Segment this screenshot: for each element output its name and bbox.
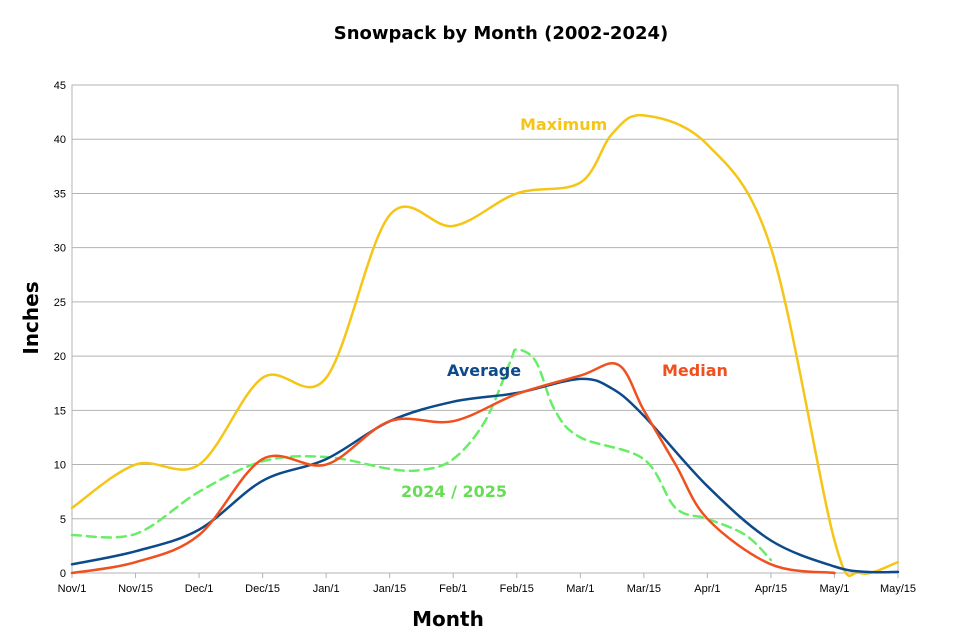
x-tick-label: Apr/1 — [694, 583, 720, 595]
y-tick-label: 0 — [60, 568, 66, 580]
y-tick-label: 45 — [54, 80, 66, 92]
x-tick-label: May/15 — [880, 583, 916, 595]
x-axis-ticks: Nov/1 Nov/15 Dec/1 Dec/15 Jan/1 Jan/15 Feb/1 Fe… — [58, 573, 916, 595]
y-tick-label: 10 — [54, 460, 66, 472]
y-tick-label: 5 — [60, 514, 66, 526]
label-2024-2025: 2024 / 2025 — [401, 482, 507, 501]
x-tick-label: Feb/15 — [500, 583, 534, 595]
series-line-maximum — [70, 113, 900, 577]
x-tick-label: Apr/15 — [755, 583, 787, 595]
chart-title: Snowpack by Month (2002-2024) — [334, 23, 669, 44]
x-tick-label: Mar/15 — [627, 583, 661, 595]
label-average: Average — [447, 361, 521, 380]
label-maximum: Maximum — [520, 115, 607, 134]
y-tick-label: 15 — [54, 405, 66, 417]
x-tick-label: Dec/1 — [185, 583, 214, 595]
x-tick-label: Feb/1 — [439, 583, 467, 595]
plot-frame — [71, 84, 899, 574]
x-tick-label: Jan/1 — [313, 583, 340, 595]
x-tick-label: Nov/15 — [118, 583, 153, 595]
x-tick-label: Jan/15 — [373, 583, 406, 595]
x-tick-label: Nov/1 — [58, 583, 87, 595]
x-tick-label: May/1 — [819, 583, 849, 595]
y-tick-label: 20 — [54, 351, 66, 363]
x-axis-title: Month — [412, 607, 484, 631]
y-axis-ticks: 0 5 10 15 20 25 30 35 40 45 — [54, 80, 66, 580]
series-line-2024-2025 — [70, 348, 773, 562]
y-tick-label: 40 — [54, 134, 66, 146]
x-tick-label: Dec/15 — [245, 583, 280, 595]
label-median: Median — [662, 361, 728, 380]
y-tick-label: 30 — [54, 243, 66, 255]
series-line-median — [70, 362, 836, 575]
y-tick-label: 35 — [54, 188, 66, 200]
y-axis-title: Inches — [19, 281, 43, 354]
x-tick-label: Mar/1 — [566, 583, 594, 595]
series-lines — [70, 113, 900, 577]
y-tick-label: 25 — [54, 297, 66, 309]
